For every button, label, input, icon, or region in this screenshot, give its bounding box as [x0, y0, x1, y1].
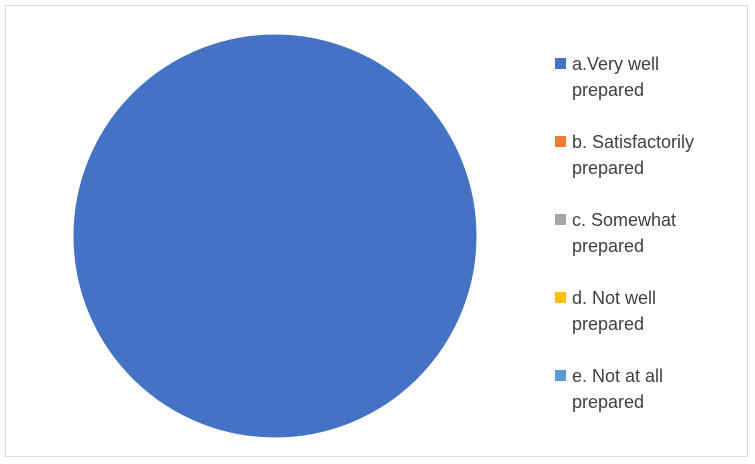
legend-swatch-not-well-prepared	[555, 292, 566, 303]
legend-label-line1: a.Very well	[572, 54, 660, 74]
legend-label-line2: prepared	[572, 392, 645, 412]
legend-label-line1: b. Satisfactorily	[572, 132, 695, 152]
legend-swatch-very-well-prepared	[555, 58, 566, 69]
legend-swatch-not-at-all-prepared	[555, 370, 566, 381]
pie-slice-a-very-well-prepared	[72, 33, 478, 439]
legend-label-very-well-prepared: a.Very well prepared	[572, 51, 742, 103]
legend-swatch-satisfactorily-prepared	[555, 136, 566, 147]
legend-label-line2: prepared	[572, 158, 645, 178]
legend-item-satisfactorily-prepared: b. Satisfactorily prepared	[555, 131, 745, 209]
legend-label-satisfactorily-prepared: b. Satisfactorily prepared	[572, 129, 742, 181]
legend-item-somewhat-prepared: c. Somewhat prepared	[555, 209, 745, 287]
legend-label-somewhat-prepared: c. Somewhat prepared	[572, 207, 742, 259]
legend-label-line2: prepared	[572, 314, 645, 334]
legend-label-not-at-all-prepared: e. Not at all prepared	[572, 363, 742, 415]
legend: a.Very well prepared b. Satisfactorily p…	[555, 53, 745, 443]
legend-item-very-well-prepared: a.Very well prepared	[555, 53, 745, 131]
pie-slices	[72, 33, 478, 439]
legend-label-line1: e. Not at all	[572, 366, 664, 386]
legend-label-line2: prepared	[572, 80, 645, 100]
legend-label-line1: c. Somewhat	[572, 210, 677, 230]
legend-item-not-well-prepared: d. Not well prepared	[555, 287, 745, 365]
legend-swatch-somewhat-prepared	[555, 214, 566, 225]
legend-label-line1: d. Not well	[572, 288, 657, 308]
legend-label-not-well-prepared: d. Not well prepared	[572, 285, 742, 337]
legend-item-not-at-all-prepared: e. Not at all prepared	[555, 365, 745, 443]
legend-label-line2: prepared	[572, 236, 645, 256]
